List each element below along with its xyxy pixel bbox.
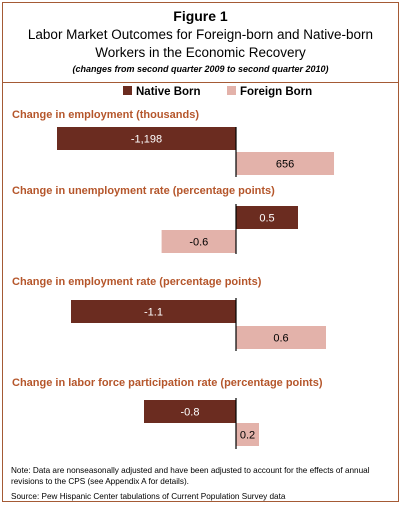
data-label: 0.6 [273,333,288,345]
figure-header: Figure 1 Labor Market Outcomes for Forei… [3,3,398,87]
header-divider [3,82,398,83]
figure-title-line2: Workers in the Economic Recovery [95,45,306,60]
chart-panels: Change in employment (thousands) -1,198 65… [12,109,335,449]
bar-native-born [144,400,236,423]
panel-title: Change in employment (thousands) [12,109,199,121]
bar-chart: Native Born Foreign Born Change in emplo… [12,86,335,449]
legend-label-foreign: Foreign Born [240,86,312,98]
panel-title: Change in unemployment rate (percentage … [12,185,275,197]
bar-native-born [236,206,298,229]
figure-frame: Figure 1 Labor Market Outcomes for Forei… [2,2,399,502]
figure-subtitle: (changes from second quarter 2009 to sec… [72,64,329,74]
bar-native-born [57,127,236,150]
data-label: -0.6 [189,237,208,249]
bar-foreign-born [236,326,326,349]
figure-label: Figure 1 [173,8,228,24]
panel-title: Change in labor force participation rate… [12,377,323,389]
panel-title: Change in employment rate (percentage po… [12,276,262,288]
bar-foreign-born [236,423,259,446]
legend-swatch-foreign [227,86,236,95]
figure-title-line1: Labor Market Outcomes for Foreign-born a… [27,27,374,42]
legend-label-native: Native Born [136,86,201,98]
bar-foreign-born [236,152,335,175]
data-label: -0.8 [181,407,200,419]
bar-native-born [71,300,236,323]
data-label: -1,198 [131,134,162,146]
data-label: 656 [276,159,294,171]
data-label: 0.2 [240,430,255,442]
legend: Native Born Foreign Born [123,86,312,98]
source-note: Source: Pew Hispanic Center tabulations … [11,492,286,501]
footnote: Note: Data are nonseasonally adjusted an… [11,466,370,486]
data-label: -1.1 [144,307,163,319]
data-label: 0.5 [259,213,274,225]
bar-foreign-born [161,230,236,253]
legend-swatch-native [123,86,132,95]
